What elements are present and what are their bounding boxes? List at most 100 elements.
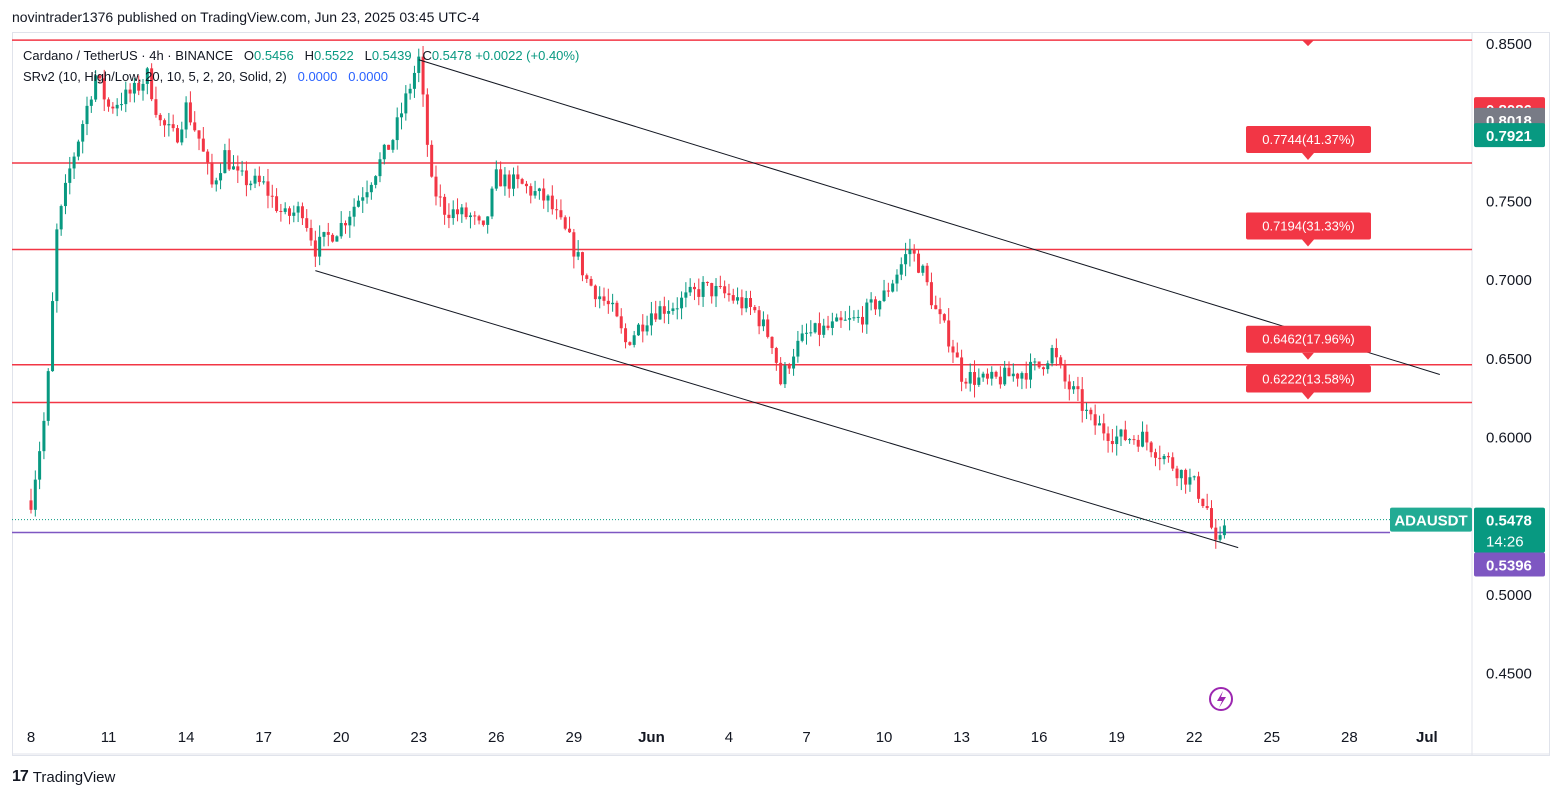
candle-body — [68, 168, 72, 183]
level-label-text: 0.6462(17.96%) — [1262, 332, 1355, 347]
candle-body — [188, 102, 192, 123]
candle-body — [520, 179, 524, 184]
candle-body — [499, 169, 503, 187]
candle-body — [822, 325, 826, 335]
low-label: L — [364, 48, 372, 63]
candle-body — [546, 195, 550, 201]
footer-brand[interactable]: 17 TradingView — [12, 768, 115, 786]
candle-body — [1029, 361, 1033, 380]
candle-body — [481, 220, 485, 225]
candle-body — [977, 377, 981, 385]
candle-body — [917, 253, 921, 273]
candle-body — [1162, 455, 1166, 460]
candle-body — [968, 372, 972, 384]
candle-body — [1158, 457, 1162, 460]
candle-body — [740, 297, 744, 309]
level-label-arrow — [1302, 352, 1314, 360]
candle-body — [925, 265, 929, 283]
candle-body — [1067, 381, 1071, 390]
time-tick-label: 13 — [953, 729, 970, 746]
axes: 0.8500 0.7500 0.7000 0.6500 0.6000 0.5000 0.45… — [27, 36, 1545, 746]
candle-body — [1110, 440, 1114, 445]
candle-body — [985, 373, 989, 379]
candle-body — [417, 56, 421, 73]
candle-body — [645, 325, 649, 332]
candle-body — [102, 78, 106, 100]
indicator-row[interactable]: SRv2 (10, High/Low, 20, 10, 5, 2, 20, So… — [23, 66, 579, 87]
candle-body — [412, 72, 416, 89]
candle-body — [1175, 468, 1179, 479]
candle-body — [1119, 429, 1123, 437]
candle-body — [339, 222, 343, 237]
candle-body — [391, 140, 395, 150]
candle-body — [994, 371, 998, 377]
candle-body — [981, 373, 985, 378]
candle-body — [33, 479, 37, 510]
candle-body — [654, 313, 658, 320]
candle-body — [94, 75, 98, 100]
level-label-arrow — [1302, 392, 1314, 400]
price-tick-label: 0.4500 — [1486, 666, 1532, 683]
candle-body — [779, 362, 783, 385]
time-tick-label: 19 — [1108, 729, 1125, 746]
candle-body — [1011, 373, 1015, 377]
grid-layer — [12, 33, 1550, 756]
candle-body — [145, 68, 149, 84]
candle-body — [240, 170, 244, 172]
candle-body — [175, 128, 179, 143]
candle-body — [744, 298, 748, 309]
candle-body — [300, 206, 304, 219]
candle-body — [998, 376, 1002, 385]
candle-body — [951, 346, 955, 353]
candle-body — [848, 318, 852, 320]
candle-body — [1136, 439, 1140, 447]
candle-body — [318, 236, 322, 257]
candle-body — [81, 124, 85, 142]
candle-body — [404, 93, 408, 114]
sr-levels — [12, 39, 1472, 534]
candle-body — [438, 196, 442, 198]
candle-body — [1123, 429, 1127, 441]
candle-body — [736, 297, 740, 301]
high-value: 0.5522 — [313, 48, 354, 63]
candle-body — [787, 365, 791, 369]
close-label: C — [422, 48, 432, 63]
candle-body — [197, 130, 201, 139]
time-tick-label: Jul — [1416, 729, 1438, 746]
candle-body — [171, 124, 175, 129]
time-tick-label: 7 — [802, 729, 810, 746]
chart-frame[interactable] — [12, 32, 1550, 756]
candle-body — [598, 296, 602, 300]
candle-body — [231, 166, 235, 170]
candle-body — [964, 381, 968, 384]
candle-body — [882, 290, 886, 302]
symbol-title: Cardano / TetherUS · 4h · BINANCE — [23, 48, 234, 63]
level-label-text: 0.7744(41.37%) — [1262, 132, 1355, 147]
candle-body — [1179, 469, 1183, 479]
candle-body — [378, 159, 382, 177]
candle-body — [219, 173, 223, 181]
candle-body — [904, 254, 908, 265]
candle-body — [576, 252, 580, 257]
candle-body — [201, 138, 205, 152]
candle-body — [727, 293, 731, 296]
candle-body — [1097, 423, 1101, 426]
candle-body — [921, 265, 925, 273]
candle-body — [1128, 439, 1132, 441]
candle-body — [1209, 508, 1213, 528]
candle-body — [615, 302, 619, 317]
candle-body — [701, 281, 705, 297]
candle-body — [309, 227, 313, 241]
candle-body — [748, 298, 752, 308]
publish-header: novintrader1376 published on TradingView… — [12, 9, 480, 25]
candle-body — [473, 215, 477, 217]
indicator-value-2: 0.0000 — [348, 69, 388, 84]
candle-body — [555, 209, 559, 211]
candle-body — [680, 297, 684, 309]
alert-marker[interactable] — [1209, 687, 1233, 711]
candle-body — [184, 102, 188, 130]
candle-body — [1016, 373, 1020, 379]
candle-body — [809, 332, 813, 334]
candle-body — [361, 197, 365, 201]
